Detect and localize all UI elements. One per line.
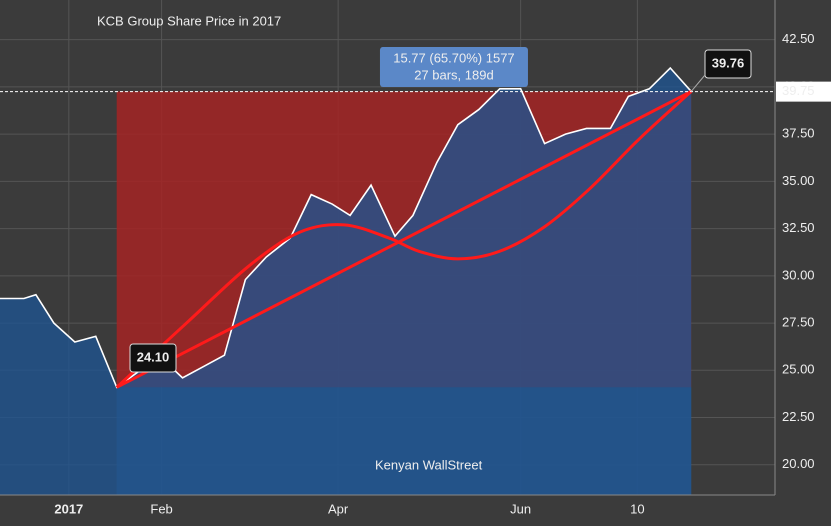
point-tag-label: 24.10: [137, 349, 170, 364]
y-tick-label: 37.50: [782, 126, 815, 141]
y-tick-label: 25.00: [782, 362, 815, 377]
measure-text: 27 bars, 189d: [414, 67, 494, 82]
price-line: [0, 66, 692, 389]
trend-curve: [115, 90, 693, 389]
y-tick-label: 32.50: [782, 220, 815, 235]
point-tag: [129, 343, 177, 373]
x-tick-label: Apr: [328, 501, 349, 516]
y-tick-label: 22.50: [782, 409, 815, 424]
x-tick-label: 2017: [54, 501, 83, 516]
area-fill: [0, 68, 692, 496]
y-tick-label: 20.00: [782, 456, 815, 471]
measure-box: [379, 47, 528, 87]
point-tag-label: 39.76: [712, 55, 745, 70]
trend-line: [116, 90, 692, 389]
measure-text: 15.77 (65.70%) 1577: [393, 50, 514, 65]
tag-connector: [690, 74, 706, 92]
watermark: Kenyan WallStreet: [375, 457, 483, 472]
point-tag: [704, 49, 752, 79]
chart-title: KCB Group Share Price in 2017: [97, 13, 281, 28]
x-tick-label: 10: [630, 501, 644, 516]
x-tick-label: Jun: [510, 501, 531, 516]
y-tick-label: 27.50: [782, 315, 815, 330]
price-tag: [776, 81, 831, 102]
price-tag-label: 39.75: [782, 83, 815, 98]
x-tick-label: Feb: [150, 501, 172, 516]
y-tick-label: 30.00: [782, 267, 815, 282]
y-tick-label: 35.00: [782, 173, 815, 188]
y-tick-label: 42.50: [782, 31, 815, 46]
